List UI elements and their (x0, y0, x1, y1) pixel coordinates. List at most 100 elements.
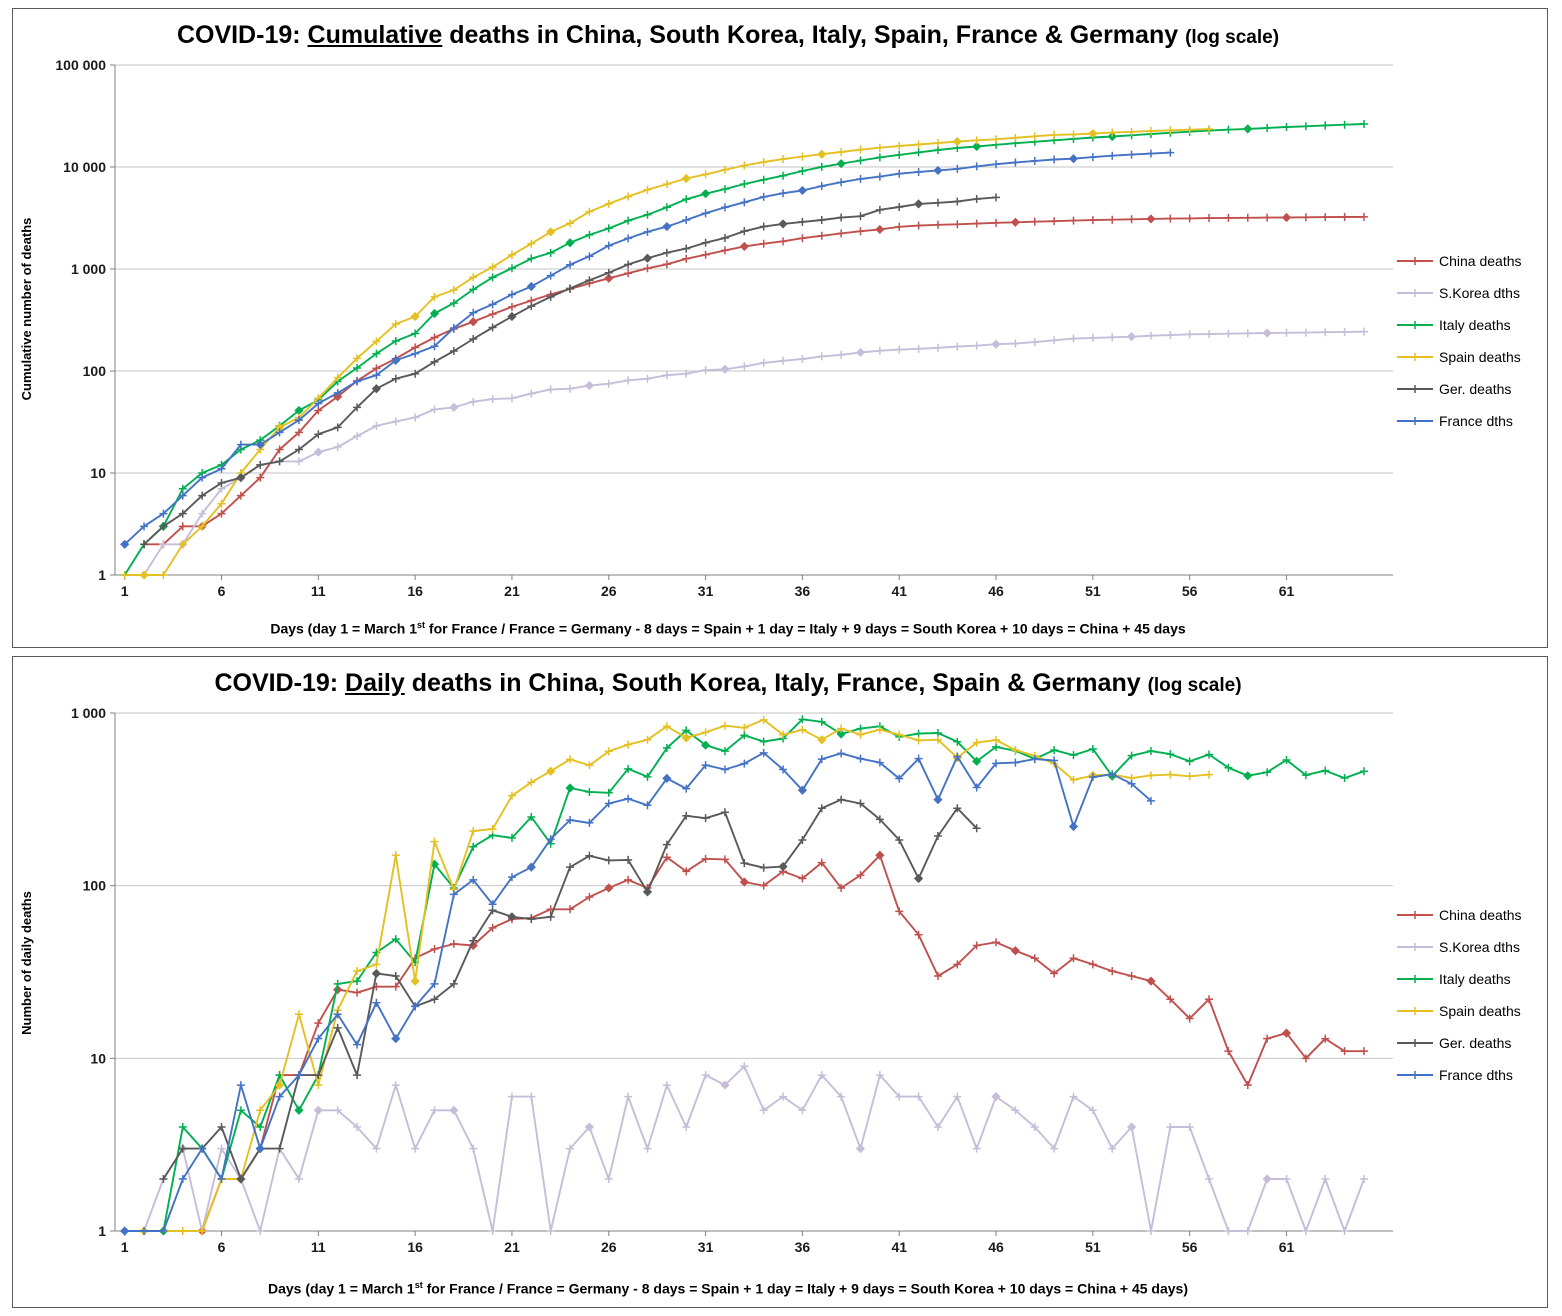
plus-marker (817, 858, 826, 867)
plus-marker (701, 209, 710, 218)
plus-marker (1301, 122, 1310, 131)
diamond-marker (429, 308, 440, 319)
plus-marker (604, 799, 613, 808)
plus-marker (992, 135, 1001, 144)
plus-marker (604, 199, 613, 208)
diamond-marker (1088, 128, 1098, 139)
plus-marker (720, 185, 729, 194)
plus-marker (972, 783, 981, 792)
plus-marker (585, 761, 594, 770)
x-tick-label: 26 (601, 583, 617, 599)
x-axis-title: Days (day 1 = March 1st for France / Fra… (13, 620, 1443, 637)
diamond-marker (797, 185, 808, 196)
plus-marker (217, 509, 226, 518)
diamond-marker (410, 976, 420, 986)
plus-marker (720, 855, 729, 864)
title-log-scale-note: (log scale) (1147, 675, 1242, 696)
plus-marker (507, 250, 516, 259)
plus-marker (430, 342, 439, 351)
xlabel-superscript: st (417, 620, 426, 631)
plus-marker (198, 473, 207, 482)
xlabel-superscript: st (414, 1280, 423, 1291)
plus-marker (701, 1071, 710, 1080)
plus-marker (411, 1144, 420, 1153)
plus-marker (933, 343, 942, 352)
plus-marker (430, 333, 439, 342)
plus-marker (488, 323, 497, 332)
plus-marker (759, 358, 768, 367)
plus-marker (469, 273, 478, 282)
plus-marker (643, 801, 652, 810)
plus-marker (353, 1040, 362, 1049)
plus-marker (333, 373, 342, 382)
diamond-marker (1010, 217, 1021, 227)
plus-marker (585, 230, 594, 239)
plus-marker (411, 329, 420, 338)
y-axis-title: Number of daily deaths (19, 890, 34, 1035)
plus-marker (837, 1092, 846, 1101)
plus-marker (1282, 756, 1291, 765)
plus-marker (1050, 756, 1059, 765)
plus-marker (469, 842, 478, 851)
diamond-marker (604, 883, 614, 893)
diamond-marker (449, 1105, 459, 1115)
diamond-marker (139, 570, 149, 580)
plus-marker (740, 161, 749, 170)
plus-marker (430, 1106, 439, 1115)
plus-marker (720, 233, 729, 242)
plus-marker (391, 336, 400, 345)
plus-marker (372, 337, 381, 346)
diamond-marker (410, 311, 420, 322)
plus-marker (682, 369, 691, 378)
plus-marker (566, 1144, 575, 1153)
plus-marker (972, 136, 981, 145)
plus-marker (933, 145, 942, 154)
plus-marker (1108, 1144, 1117, 1153)
plus-marker (488, 273, 497, 282)
legend-label: S.Korea dths (1439, 939, 1520, 955)
plus-marker (1166, 148, 1175, 157)
plus-marker (682, 254, 691, 263)
diamond-marker (1243, 124, 1253, 134)
plus-marker (643, 772, 652, 781)
diamond-marker (855, 347, 866, 358)
legend-marker-spain (1397, 352, 1433, 361)
plus-marker (449, 939, 458, 948)
plus-marker (682, 784, 691, 793)
plus-marker (1340, 1227, 1349, 1235)
plus-marker (1146, 747, 1155, 756)
plus-marker (391, 417, 400, 426)
plus-marker (391, 935, 400, 944)
plus-marker (740, 362, 749, 371)
plus-marker (469, 397, 478, 406)
diamond-marker (797, 785, 808, 795)
plus-marker (798, 217, 807, 226)
plus-marker (817, 231, 826, 240)
plus-marker (914, 754, 923, 763)
plus-marker (701, 854, 710, 863)
plus-marker (469, 1144, 478, 1153)
plus-marker (1263, 124, 1272, 133)
plus-marker (353, 1123, 362, 1132)
plus-marker (1146, 331, 1155, 340)
plus-marker (759, 1106, 768, 1115)
plus-marker (972, 824, 981, 833)
x-tick-label: 6 (218, 1239, 226, 1255)
plus-marker (895, 150, 904, 159)
plus-marker (1011, 339, 1020, 348)
plus-marker (740, 1062, 749, 1071)
plus-marker (353, 377, 362, 386)
plus-marker (779, 171, 788, 180)
x-tick-label: 36 (795, 1239, 811, 1255)
plus-marker (1069, 334, 1078, 343)
plus-marker (759, 881, 768, 890)
x-axis-title: Days (day 1 = March 1st for France / Fra… (13, 1280, 1443, 1297)
plus-marker (895, 169, 904, 178)
plus-marker (333, 388, 342, 397)
plus-marker (1301, 771, 1310, 780)
plus-marker (527, 915, 536, 924)
plus-marker (1030, 755, 1039, 764)
